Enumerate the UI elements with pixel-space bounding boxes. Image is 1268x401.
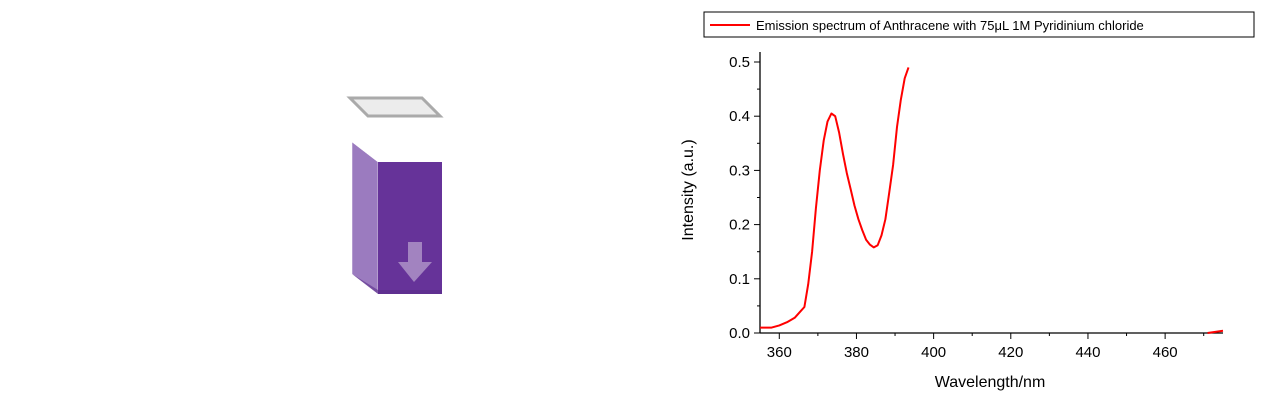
legend-box: Emission spectrum of Anthracene with 75μ… xyxy=(703,11,1255,38)
cuvette-bottom-edge xyxy=(352,274,442,294)
x-tick-label: 360 xyxy=(767,344,792,361)
x-tick-label: 400 xyxy=(921,344,946,361)
y-tick-label: 0.4 xyxy=(729,108,750,125)
y-tick-label: 0.5 xyxy=(729,54,750,71)
cuvette-illustration xyxy=(346,96,444,295)
cuvette-lid xyxy=(346,96,444,118)
x-tick-label: 460 xyxy=(1153,344,1178,361)
axis-ticks xyxy=(754,61,1205,339)
y-tick-label: 0.2 xyxy=(729,217,750,234)
x-tick-label: 380 xyxy=(844,344,869,361)
emission-chart: Emission spectrum of Anthracene with 75μ… xyxy=(680,11,1255,391)
y-tick-label: 0.3 xyxy=(729,162,750,179)
y-tick-label: 0.1 xyxy=(729,271,750,288)
spectrum-line xyxy=(1207,329,1224,334)
emission-arrow-icon xyxy=(398,242,432,282)
axis-tick-labels: 360 380 400 420 440 460 0.0 0.1 0.2 0.3 0.4 0.5 xyxy=(729,54,1178,361)
spectrum-line xyxy=(760,67,910,329)
x-tick-label: 440 xyxy=(1075,344,1100,361)
legend-label: Emission spectrum of Anthracene with 75μ… xyxy=(756,18,1144,33)
x-axis-title: Wavelength/nm xyxy=(935,374,1046,391)
data-series xyxy=(760,67,1224,334)
x-tick-label: 420 xyxy=(998,344,1023,361)
plot-axes xyxy=(759,52,1223,334)
cuvette-side-face xyxy=(351,141,379,295)
y-tick-label: 0.0 xyxy=(729,325,750,342)
y-axis-title: Intensity (a.u.) xyxy=(680,139,697,240)
